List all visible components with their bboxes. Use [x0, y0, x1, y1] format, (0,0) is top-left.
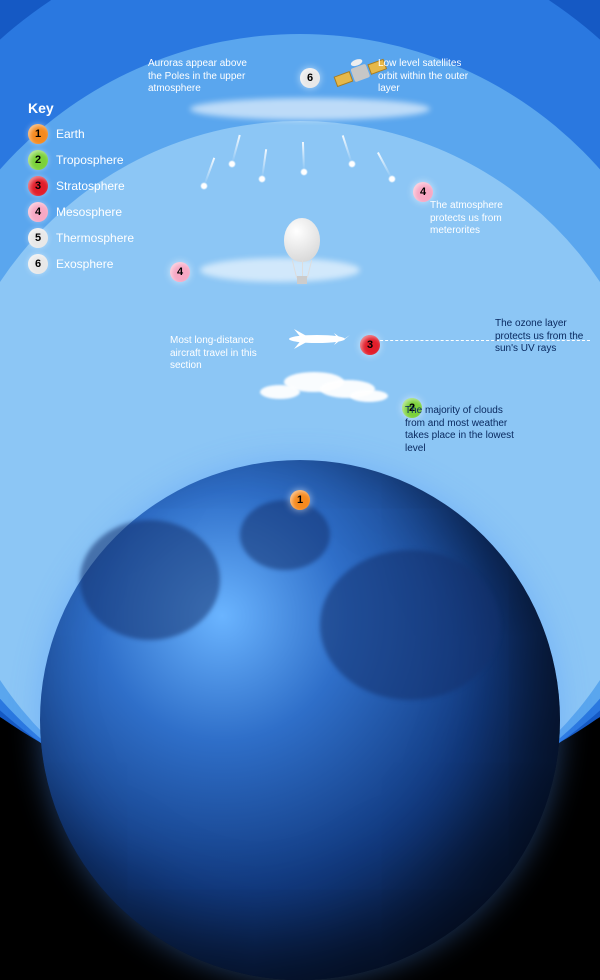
legend-row-exosphere: 6 Exosphere [28, 254, 134, 274]
legend-row-troposphere: 2 Troposphere [28, 150, 134, 170]
legend-title: Key [28, 100, 134, 116]
annotation-aurora: Auroras appear above the Poles in the up… [148, 58, 258, 96]
legend-row-thermosphere: 5 Thermosphere [28, 228, 134, 248]
legend-badge: 5 [28, 228, 48, 248]
legend-row-mesosphere: 4 Mesosphere [28, 202, 134, 222]
legend-label: Exosphere [56, 257, 113, 271]
annotation-clouds: The majority of clouds from and most wea… [405, 405, 525, 455]
legend-label: Stratosphere [56, 179, 125, 193]
legend-row-stratosphere: 3 Stratosphere [28, 176, 134, 196]
cloud-icon [350, 390, 388, 402]
legend-badge: 6 [28, 254, 48, 274]
cloud-wisp [200, 258, 360, 282]
layer-marker-6: 6 [300, 68, 320, 88]
layer-marker-4: 4 [170, 262, 190, 282]
annotation-meteor: The atmosphere protects us from meterori… [430, 200, 540, 238]
legend-label: Earth [56, 127, 85, 141]
legend-label: Thermosphere [56, 231, 134, 245]
layer-marker-4: 4 [413, 182, 433, 202]
diagram-stage: 1 2 3 4 4 6 Auroras appear above the Poles in… [0, 0, 600, 545]
legend-label: Mesosphere [56, 205, 122, 219]
cloud-wisp [190, 98, 430, 120]
legend-key: Key 1 Earth 2 Troposphere 3 Stratosphere 4 Meso… [28, 100, 134, 280]
legend-label: Troposphere [56, 153, 124, 167]
airplane-icon [282, 325, 352, 358]
annotation-ozone: The ozone layer protects us from the sun… [495, 318, 595, 356]
legend-badge: 3 [28, 176, 48, 196]
legend-badge: 2 [28, 150, 48, 170]
earth-globe [40, 460, 560, 980]
layer-marker-3: 3 [360, 335, 380, 355]
annotation-aircraft: Most long-distance aircraft travel in th… [170, 335, 280, 373]
annotation-satellite: Low level satellites orbit within the ou… [378, 58, 478, 96]
cloud-icon [260, 385, 300, 399]
legend-badge: 4 [28, 202, 48, 222]
legend-row-earth: 1 Earth [28, 124, 134, 144]
layer-marker-1: 1 [290, 490, 310, 510]
legend-badge: 1 [28, 124, 48, 144]
